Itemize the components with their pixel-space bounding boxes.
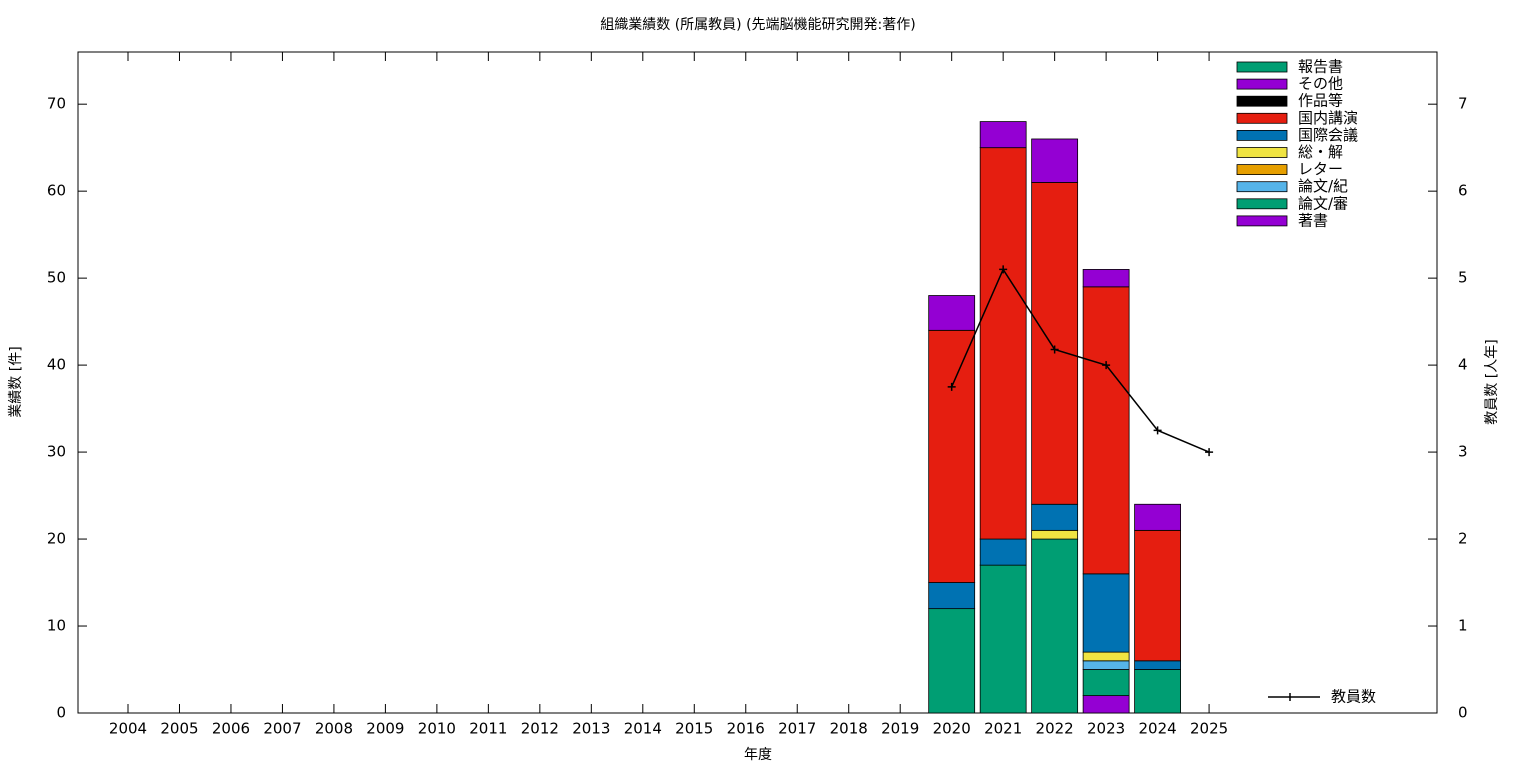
y2-tick-label: 0 — [1458, 704, 1468, 722]
legend-swatch — [1236, 181, 1288, 193]
legend-label: 国内講演 — [1298, 109, 1358, 127]
bar-segment — [1134, 669, 1181, 714]
legend-swatch — [1236, 78, 1288, 90]
line-point — [947, 382, 956, 391]
legend-label: 著書 — [1298, 211, 1328, 229]
plot-frame — [77, 51, 1438, 714]
bar-segment — [928, 608, 976, 714]
x-tick-label: 2023 — [1087, 720, 1125, 738]
legend-label: 論文/紀 — [1298, 177, 1348, 195]
legend-label: 報告書 — [1298, 58, 1343, 76]
y2-axis-label: 教員数 [人年] — [1484, 339, 1500, 424]
legend-label: 教員数 — [1331, 688, 1376, 706]
x-tick-label: 2010 — [418, 720, 456, 738]
legend-swatch — [1236, 215, 1288, 227]
bar-segment — [1082, 695, 1130, 714]
bar-segment — [979, 564, 1027, 714]
x-tick-label: 2016 — [727, 720, 765, 738]
legend-label: 作品等 — [1298, 92, 1343, 110]
bar-segment — [1134, 503, 1181, 531]
y-tick-label: 0 — [56, 704, 66, 722]
x-tick-label: 2015 — [675, 720, 713, 738]
x-tick-label: 2013 — [572, 720, 610, 738]
x-tick-label: 2009 — [366, 720, 404, 738]
bar-segment — [1082, 660, 1130, 670]
y-axis-label: 業績数 [件] — [8, 346, 24, 417]
bar-segment — [1031, 538, 1079, 714]
legend-label: その他 — [1298, 75, 1343, 93]
y2-tick-label: 2 — [1458, 530, 1468, 548]
x-tick-label: 2007 — [263, 720, 301, 738]
x-tick-label: 2014 — [624, 720, 662, 738]
legend-swatch — [1236, 95, 1288, 107]
x-tick-label: 2025 — [1190, 720, 1228, 738]
bar-segment — [928, 329, 976, 583]
x-tick-label: 2008 — [315, 720, 353, 738]
x-tick-label: 2012 — [521, 720, 559, 738]
y2-tick-label: 3 — [1458, 443, 1468, 461]
x-axis-label: 年度 — [744, 747, 772, 763]
legend-label: レター — [1298, 160, 1343, 178]
y-tick-label: 30 — [47, 443, 66, 461]
y2-tick-label: 1 — [1458, 617, 1468, 635]
bar-segment — [1134, 660, 1181, 670]
bar-segment — [1082, 651, 1130, 662]
legend-swatch — [1236, 198, 1288, 210]
bar-segment — [1031, 503, 1079, 531]
bar-segment — [979, 121, 1027, 149]
y-tick-label: 10 — [47, 617, 66, 635]
line — [950, 267, 1210, 453]
bar-segment — [928, 295, 976, 331]
y2-tick-label: 5 — [1458, 269, 1468, 287]
bar-segment — [928, 582, 976, 610]
bar-segment — [1082, 669, 1130, 697]
x-tick-label: 2005 — [160, 720, 198, 738]
legend-swatch — [1236, 147, 1288, 158]
legend-swatch — [1236, 61, 1288, 73]
bar-segment — [1082, 286, 1130, 575]
bar-segment — [1031, 138, 1079, 183]
y-tick-label: 40 — [47, 356, 66, 374]
x-tick-label: 2020 — [933, 720, 971, 738]
y-tick-label: 20 — [47, 530, 66, 548]
x-tick-label: 2022 — [1036, 720, 1074, 738]
x-tick-label: 2011 — [469, 720, 507, 738]
bar-segment — [979, 538, 1027, 566]
bar-segment — [1031, 182, 1079, 505]
bar-segment — [979, 147, 1027, 540]
y-tick-label: 50 — [47, 269, 66, 287]
legend-label: 国際会議 — [1298, 126, 1358, 144]
legend-swatch — [1236, 129, 1288, 141]
legend-swatch — [1236, 164, 1288, 176]
bar-segment — [1031, 529, 1079, 540]
x-tick-label: 2017 — [778, 720, 816, 738]
y2-tick-label: 6 — [1458, 182, 1468, 200]
y2-tick-label: 4 — [1458, 356, 1468, 374]
x-tick-label: 2006 — [212, 720, 250, 738]
chart-title: 組織業績数 (所属教員) (先端脳機能研究開発:著作) — [600, 17, 915, 33]
legend-label: 論文/審 — [1298, 194, 1348, 212]
legend-swatch — [1236, 112, 1288, 124]
bar-segment — [1082, 573, 1130, 653]
x-tick-label: 2018 — [830, 720, 868, 738]
bar-segment — [1134, 529, 1181, 662]
y2-tick-label: 7 — [1458, 95, 1468, 113]
x-tick-label: 2004 — [109, 720, 147, 738]
x-tick-label: 2019 — [881, 720, 919, 738]
bar-segment — [1082, 269, 1130, 288]
x-tick-label: 2024 — [1139, 720, 1177, 738]
line-point — [1205, 448, 1214, 457]
y-tick-label: 60 — [47, 182, 66, 200]
y-tick-label: 70 — [47, 95, 66, 113]
legend-label: 総・解 — [1298, 143, 1343, 161]
x-tick-label: 2021 — [984, 720, 1022, 738]
